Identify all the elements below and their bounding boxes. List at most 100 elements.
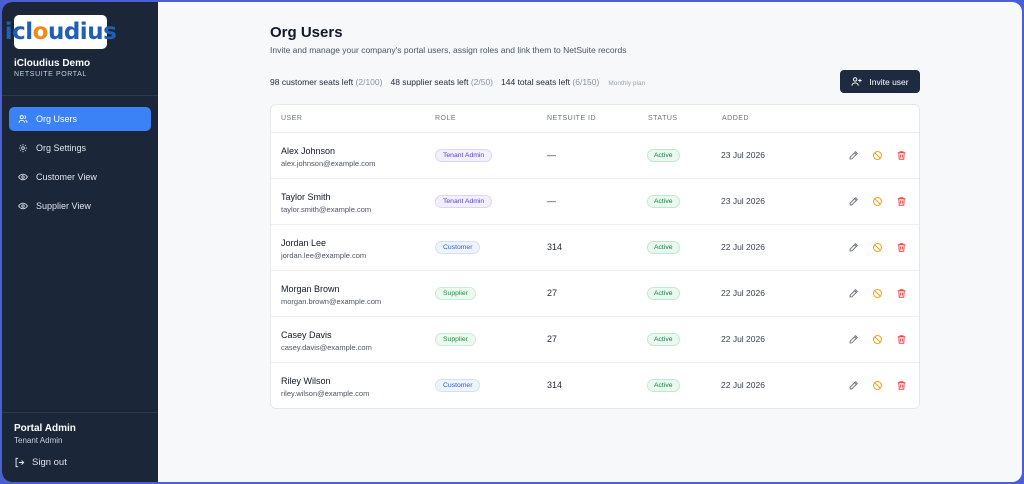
netsuite-id: 27	[547, 334, 558, 344]
status-badge: Active	[647, 333, 680, 346]
delete-button[interactable]	[895, 287, 907, 299]
disable-user-button[interactable]	[871, 149, 883, 161]
edit-button[interactable]	[847, 333, 859, 345]
user-email: riley.wilson@example.com	[281, 389, 370, 398]
user-name: Morgan Brown	[281, 284, 340, 294]
column-header-role: ROLE	[435, 115, 457, 122]
sidebar-item-label: Org Settings	[36, 143, 87, 153]
netsuite-id: 27	[547, 288, 558, 298]
add-user-icon	[851, 77, 863, 86]
netsuite-id: 314	[547, 380, 563, 390]
gear-icon	[18, 143, 28, 153]
added-date: 22 Jul 2026	[721, 380, 765, 390]
row-actions	[847, 149, 919, 161]
edit-button[interactable]	[847, 149, 859, 161]
row-actions	[847, 333, 919, 345]
sign-out-button[interactable]: Sign out	[14, 457, 67, 468]
delete-button[interactable]	[895, 149, 907, 161]
sidebar-item-org-settings[interactable]: Org Settings	[9, 136, 151, 160]
sidebar-divider	[2, 412, 158, 413]
added-date: 22 Jul 2026	[721, 242, 765, 252]
sidebar-item-org-users[interactable]: Org Users	[9, 107, 151, 131]
added-date: 22 Jul 2026	[721, 288, 765, 298]
ban-icon	[872, 150, 882, 160]
current-user-role: Tenant Admin	[14, 436, 63, 445]
disable-user-button[interactable]	[871, 195, 883, 207]
trash-icon	[897, 196, 905, 206]
disable-user-button[interactable]	[871, 379, 883, 391]
netsuite-id: —	[547, 196, 556, 206]
delete-button[interactable]	[895, 195, 907, 207]
org-subtitle: NETSUITE PORTAL	[14, 71, 87, 78]
invite-user-button[interactable]: Invite user	[840, 70, 920, 93]
row-actions	[847, 287, 919, 299]
page-description: Invite and manage your company's portal …	[270, 45, 627, 55]
user-name: Taylor Smith	[281, 192, 331, 202]
pencil-icon	[849, 334, 858, 343]
sidebar-item-customer-view[interactable]: Customer View	[9, 165, 151, 189]
ban-icon	[872, 288, 882, 298]
column-header-status: STATUS	[648, 115, 678, 122]
sidebar-item-supplier-view[interactable]: Supplier View	[9, 194, 151, 218]
plan-label: Monthly plan	[608, 80, 646, 87]
pencil-icon	[849, 380, 858, 389]
page-title: Org Users	[270, 24, 343, 41]
role-badge: Customer	[435, 379, 481, 392]
trash-icon	[897, 150, 905, 160]
added-date: 23 Jul 2026	[721, 196, 765, 206]
user-name: Jordan Lee	[281, 238, 327, 248]
trash-icon	[897, 288, 905, 298]
table-row: Riley Wilson riley.wilson@example.com Cu…	[271, 363, 919, 408]
users-table: USER ROLE NETSUITE ID STATUS ADDED Alex …	[270, 104, 920, 409]
trash-icon	[897, 380, 905, 390]
user-email: taylor.smith@example.com	[281, 205, 372, 214]
edit-button[interactable]	[847, 195, 859, 207]
pencil-icon	[849, 288, 858, 297]
added-date: 22 Jul 2026	[721, 334, 765, 344]
table-row: Casey Davis casey.davis@example.com Supp…	[271, 317, 919, 363]
delete-button[interactable]	[895, 241, 907, 253]
status-badge: Active	[647, 149, 680, 162]
delete-button[interactable]	[895, 333, 907, 345]
eye-icon	[18, 202, 28, 210]
ban-icon	[872, 334, 882, 344]
logo-text: icloudius	[4, 19, 117, 45]
total-seats-detail: (6/150)	[572, 77, 600, 87]
disable-user-button[interactable]	[871, 287, 883, 299]
table-body: Alex Johnson alex.johnson@example.com Te…	[271, 133, 919, 408]
status-badge: Active	[647, 379, 680, 392]
supplier-seats-detail: (2/50)	[470, 77, 494, 87]
edit-button[interactable]	[847, 241, 859, 253]
sign-out-label: Sign out	[32, 457, 67, 468]
trash-icon	[897, 242, 905, 252]
row-actions	[847, 241, 919, 253]
netsuite-id: —	[547, 150, 556, 160]
edit-button[interactable]	[847, 287, 859, 299]
invite-user-label: Invite user	[869, 76, 909, 87]
table-row: Morgan Brown morgan.brown@example.com Su…	[271, 271, 919, 317]
user-email: alex.johnson@example.com	[281, 159, 376, 168]
edit-button[interactable]	[847, 379, 859, 391]
user-name: Alex Johnson	[281, 146, 336, 156]
users-icon	[18, 115, 28, 123]
sidebar-item-label: Supplier View	[36, 201, 91, 211]
column-header-added: ADDED	[722, 115, 750, 122]
status-badge: Active	[647, 241, 680, 254]
eye-icon	[18, 173, 28, 181]
user-email: morgan.brown@example.com	[281, 297, 382, 306]
table-row: Taylor Smith taylor.smith@example.com Te…	[271, 179, 919, 225]
status-badge: Active	[647, 195, 680, 208]
role-badge: Supplier	[435, 287, 476, 300]
org-name: iCloudius Demo	[14, 58, 91, 69]
delete-button[interactable]	[895, 379, 907, 391]
user-name: Casey Davis	[281, 330, 332, 340]
disable-user-button[interactable]	[871, 241, 883, 253]
sidebar: icloudius iCloudius Demo NETSUITE PORTAL…	[2, 2, 158, 482]
disable-user-button[interactable]	[871, 333, 883, 345]
current-user-name: Portal Admin	[14, 423, 76, 434]
row-actions	[847, 379, 919, 391]
sidebar-item-label: Customer View	[36, 172, 97, 182]
customer-seats-detail: (2/100)	[355, 77, 383, 87]
pencil-icon	[849, 242, 858, 251]
